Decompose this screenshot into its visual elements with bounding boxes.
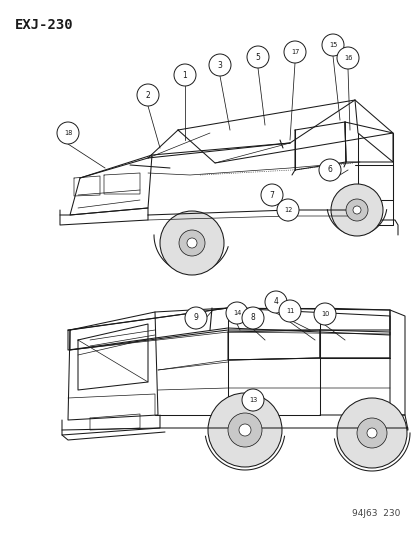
Text: 94J63  230: 94J63 230	[351, 509, 399, 518]
Text: 16: 16	[343, 55, 351, 61]
Text: 1: 1	[182, 70, 187, 79]
Text: EXJ-230: EXJ-230	[15, 18, 74, 32]
Text: 4: 4	[273, 297, 278, 306]
Circle shape	[159, 211, 223, 275]
Text: 5: 5	[255, 52, 260, 61]
Circle shape	[185, 307, 206, 329]
Circle shape	[356, 418, 386, 448]
Text: 15: 15	[328, 42, 336, 48]
Circle shape	[264, 291, 286, 313]
Text: 11: 11	[285, 308, 293, 314]
Circle shape	[283, 41, 305, 63]
Circle shape	[173, 64, 195, 86]
Text: 10: 10	[320, 311, 328, 317]
Circle shape	[187, 238, 197, 248]
Text: 3: 3	[217, 61, 222, 69]
Circle shape	[336, 398, 406, 468]
Text: 9: 9	[193, 313, 198, 322]
Circle shape	[57, 122, 79, 144]
Text: 18: 18	[64, 130, 72, 136]
Text: 8: 8	[250, 313, 255, 322]
Circle shape	[242, 389, 263, 411]
Circle shape	[321, 34, 343, 56]
Text: 12: 12	[283, 207, 292, 213]
Circle shape	[178, 230, 204, 256]
Circle shape	[345, 199, 367, 221]
Circle shape	[260, 184, 282, 206]
Circle shape	[207, 393, 281, 467]
Circle shape	[278, 300, 300, 322]
Text: 13: 13	[248, 397, 256, 403]
Circle shape	[336, 47, 358, 69]
Circle shape	[137, 84, 159, 106]
Circle shape	[242, 307, 263, 329]
Circle shape	[228, 413, 261, 447]
Text: 17: 17	[290, 49, 299, 55]
Circle shape	[330, 184, 382, 236]
Circle shape	[366, 428, 376, 438]
Circle shape	[318, 159, 340, 181]
Circle shape	[276, 199, 298, 221]
Text: 7: 7	[269, 190, 274, 199]
Circle shape	[313, 303, 335, 325]
Circle shape	[225, 302, 247, 324]
Circle shape	[352, 206, 360, 214]
Text: 2: 2	[145, 91, 150, 100]
Circle shape	[238, 424, 250, 436]
Text: 14: 14	[232, 310, 241, 316]
Text: 6: 6	[327, 166, 332, 174]
Circle shape	[247, 46, 268, 68]
Circle shape	[209, 54, 230, 76]
